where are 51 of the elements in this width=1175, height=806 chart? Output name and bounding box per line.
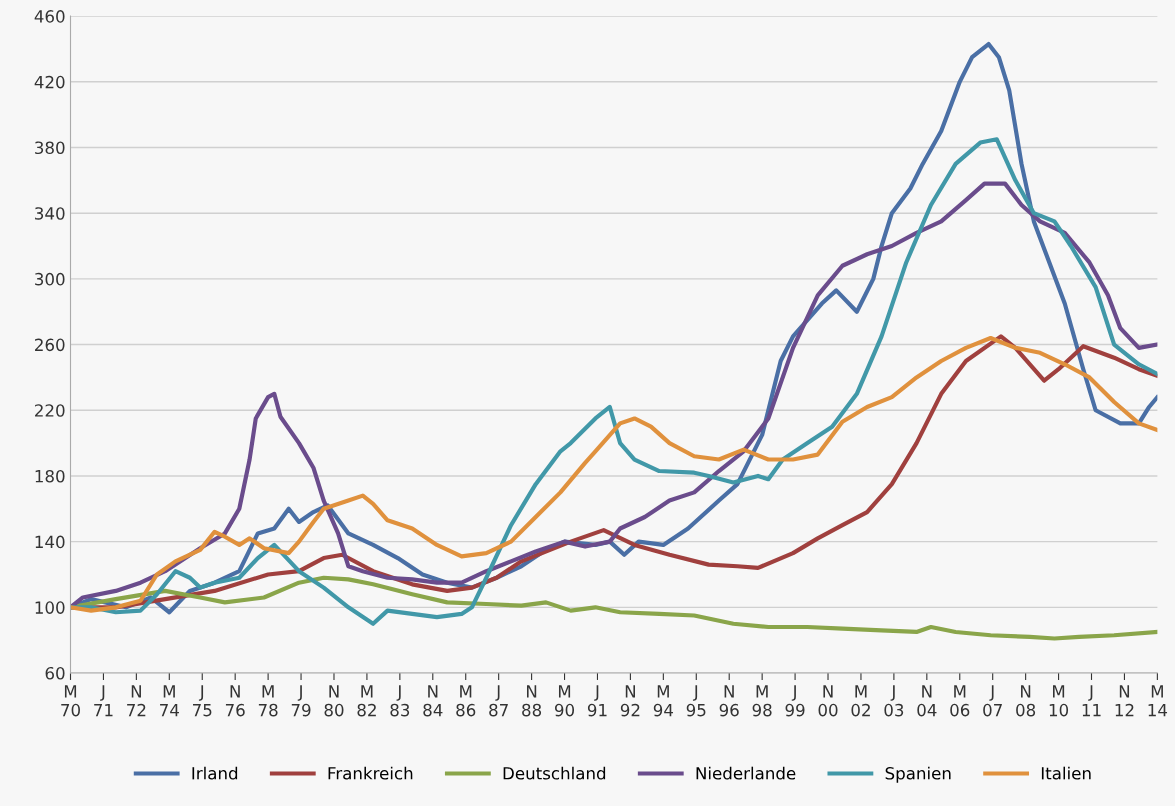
y-tick-label: 140 [35, 535, 65, 549]
x-tick-label: J 07 [983, 685, 1002, 717]
y-tick-label: 380 [35, 141, 65, 155]
x-tick-label: J 11 [1082, 685, 1101, 717]
x-tick-label: M 86 [456, 685, 476, 717]
x-tick-label: J 71 [94, 685, 113, 717]
legend-label: Spanien [885, 766, 951, 783]
legend-label: Niederlande [696, 766, 796, 780]
x-tick-label: J 91 [587, 685, 607, 717]
x-tick-label: M 70 [61, 685, 80, 717]
x-tick-label: J 83 [390, 685, 410, 717]
x-tick-label: N 04 [917, 685, 937, 717]
x-tick-label: J 79 [291, 685, 311, 717]
x-tick-label: N 92 [620, 685, 640, 717]
x-tick-label: M 90 [554, 685, 575, 717]
x-tick-label: M 82 [357, 685, 376, 717]
x-tick-label: M 78 [258, 685, 278, 717]
y-tick-label: 260 [35, 338, 65, 352]
x-tick-label: J 95 [686, 685, 706, 717]
x-tick-label: M 02 [851, 685, 870, 717]
x-tick-label: M 94 [653, 685, 674, 717]
x-tick-label: N 84 [423, 685, 443, 717]
y-tick-label: 420 [34, 75, 65, 89]
legend-label: Frankreich [328, 766, 413, 780]
legend-label: Italien [1041, 766, 1091, 780]
x-tick-label: N 00 [818, 685, 838, 717]
x-tick-label: N 88 [522, 685, 542, 717]
y-tick-label: 460 [34, 10, 65, 23]
legend-label: Irland [192, 766, 238, 780]
legend-label: Deutschland [503, 766, 606, 780]
x-tick-label: J 99 [785, 685, 805, 717]
x-tick-label: N 08 [1016, 685, 1036, 717]
x-tick-label: M 98 [752, 685, 772, 717]
y-tick-label: 340 [35, 207, 65, 220]
x-tick-label: M 06 [950, 685, 970, 717]
y-tick-label: 180 [35, 469, 65, 483]
x-tick-label: J 87 [489, 685, 508, 717]
x-tick-label: J 75 [193, 685, 212, 717]
x-tick-label: J 03 [884, 685, 904, 717]
x-tick-label: N 72 [127, 685, 146, 717]
x-tick-label: M 10 [1049, 685, 1069, 717]
x-tick-label: N 96 [719, 685, 739, 717]
x-tick-label: N 12 [1115, 685, 1134, 717]
y-tick-label: 300 [35, 272, 65, 286]
y-tick-label: 60 [45, 666, 65, 680]
x-tick-label: M 74 [160, 685, 179, 717]
y-tick-label: 220 [35, 404, 65, 417]
x-tick-label: M 14 [1148, 685, 1168, 717]
x-tick-label: N 76 [225, 685, 245, 717]
x-tick-label: N 80 [324, 685, 344, 717]
y-tick-label: 100 [35, 601, 65, 614]
